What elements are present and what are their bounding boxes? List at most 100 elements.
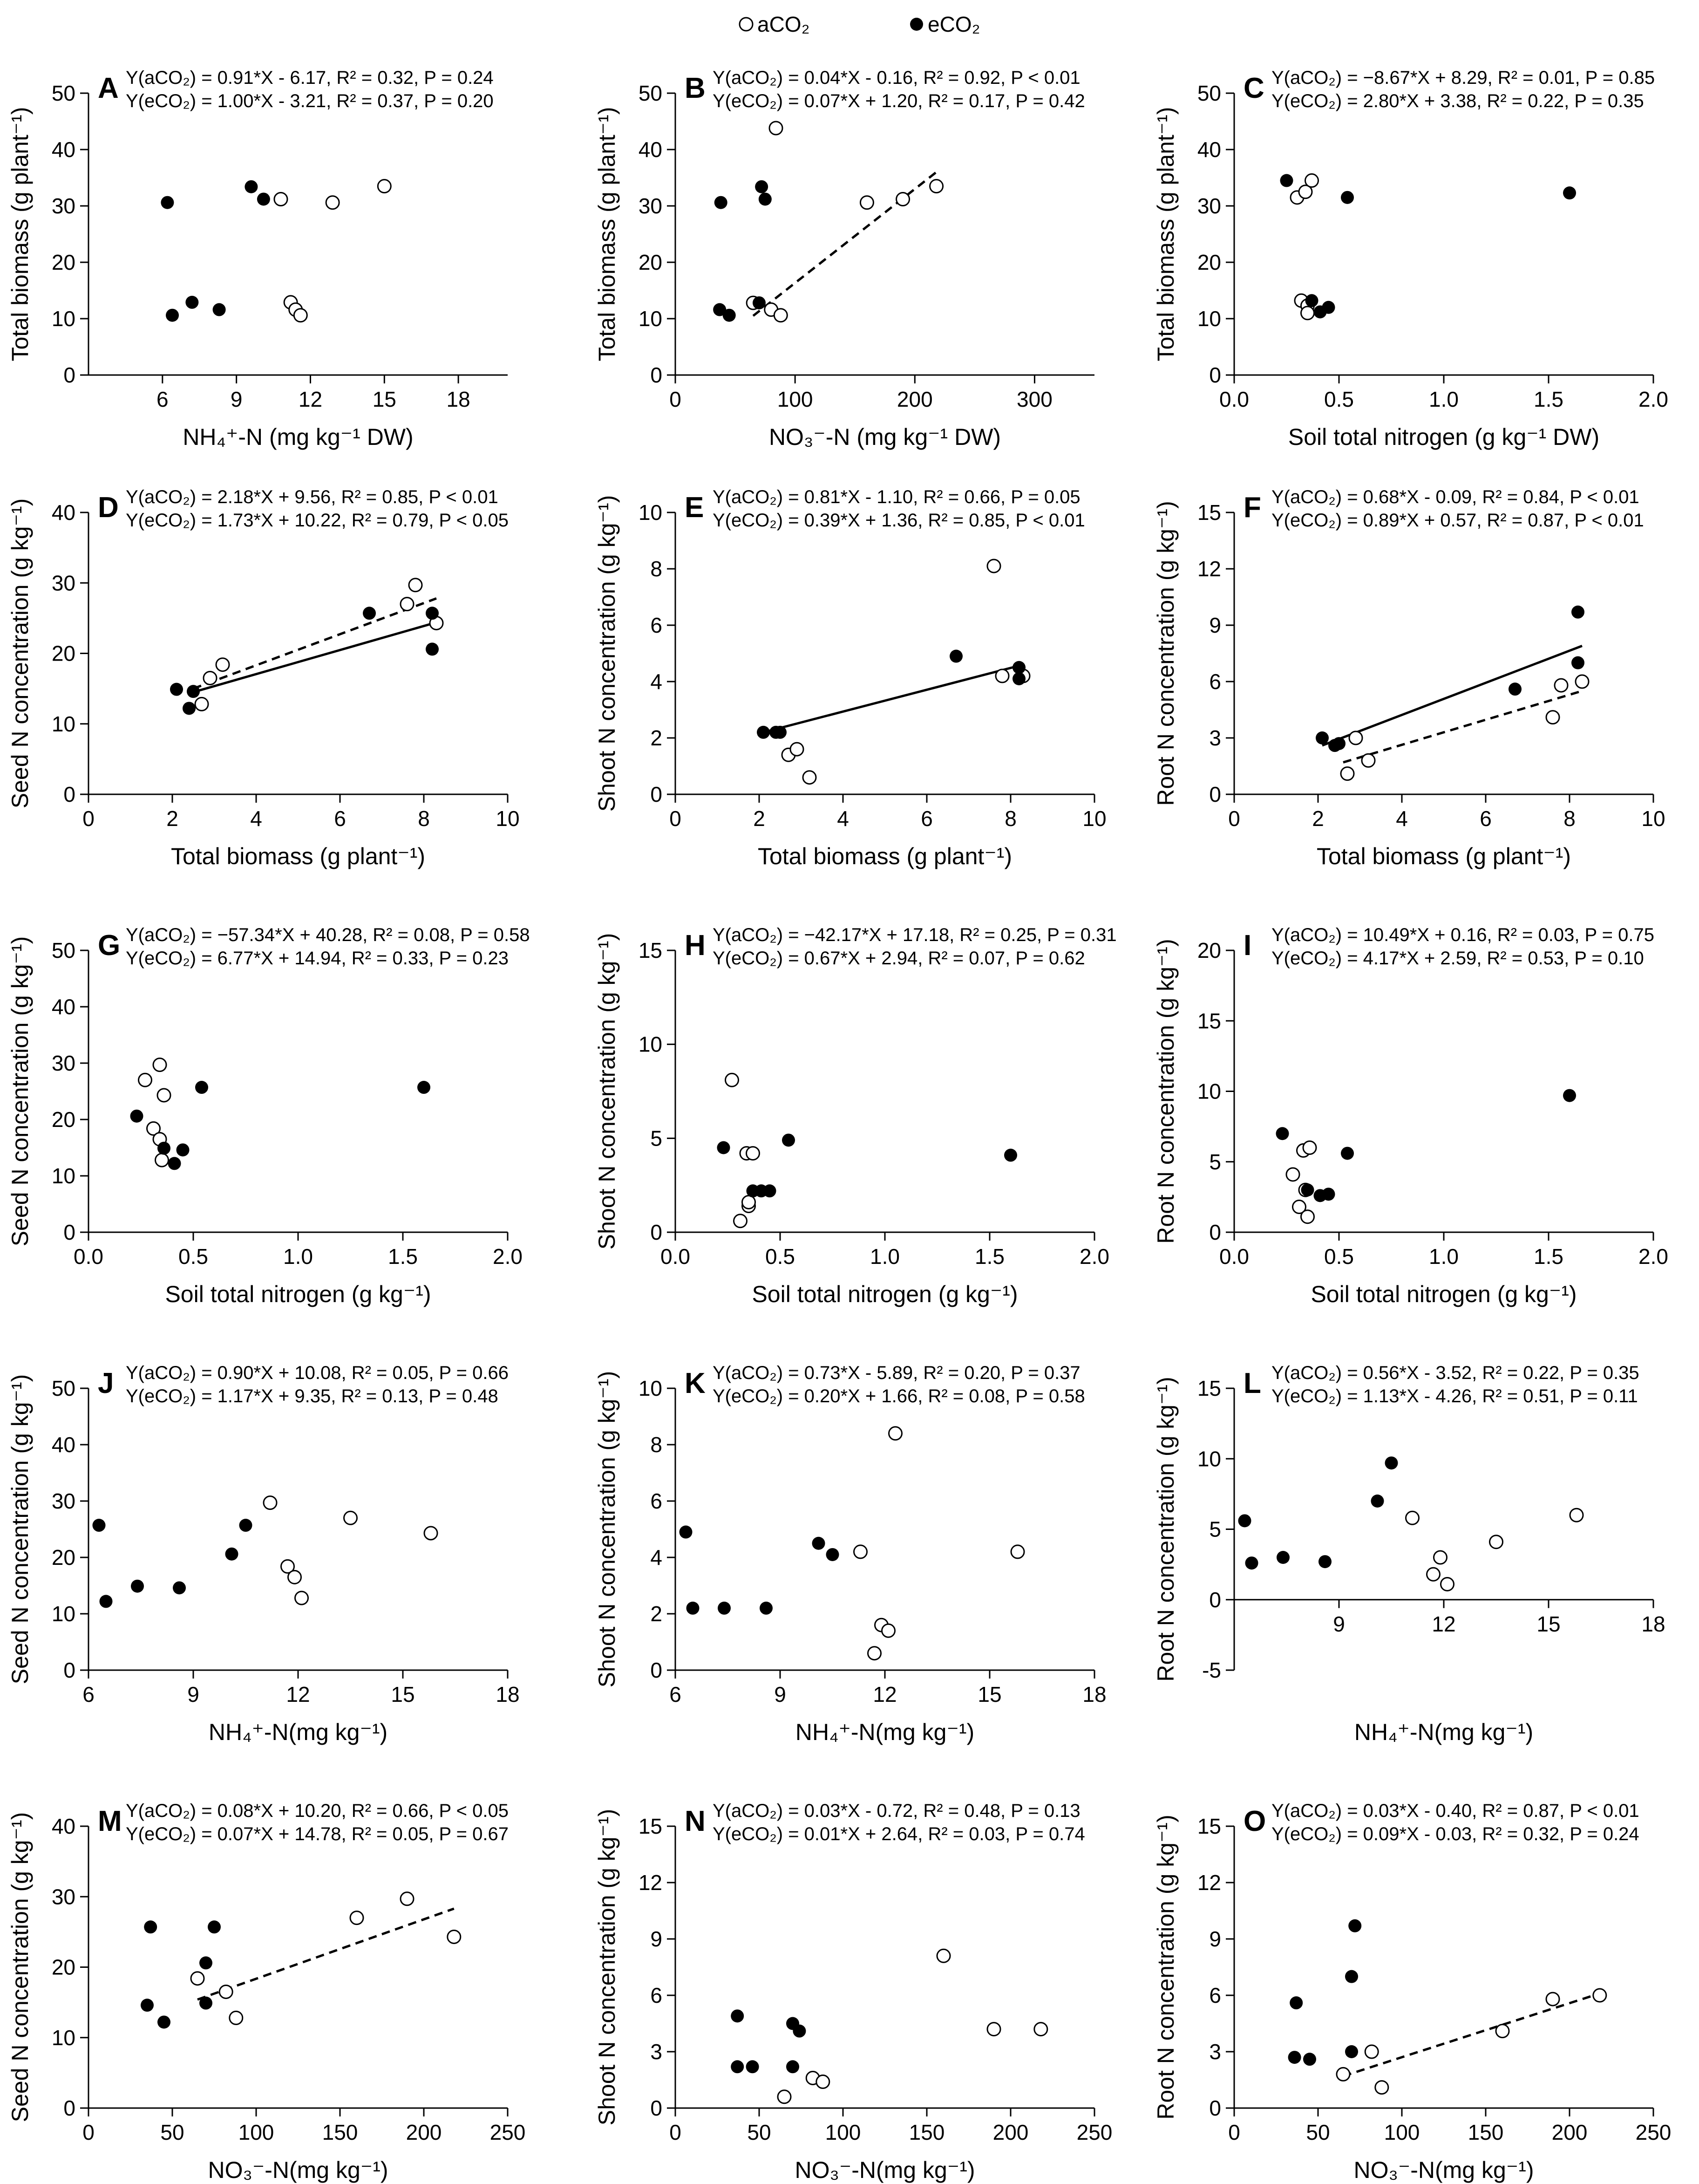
x-tick-label: 4: [250, 806, 262, 831]
point-aco2: [1554, 678, 1569, 693]
equation-eco2: Y(eCO₂) = 6.77*X + 14.94, R² = 0.33, P =…: [126, 948, 509, 969]
legend-filled-label: eCO₂: [928, 12, 980, 36]
point-eco2: [173, 1581, 186, 1595]
point-eco2: [170, 682, 183, 696]
y-tick-label: 9: [1209, 613, 1221, 637]
y-tick-label: -5: [1202, 1658, 1221, 1682]
point-aco2: [1592, 1988, 1607, 2003]
x-tick-label: 100: [777, 387, 813, 411]
y-tick-label: 9: [650, 1927, 662, 1951]
equation-aco2: Y(aCO₂) = −42.17*X + 17.18, R² = 0.25, P…: [713, 925, 1117, 945]
equation-eco2: Y(eCO₂) = 1.00*X - 3.21, R² = 0.37, P = …: [126, 91, 494, 111]
y-tick-label: 30: [1197, 194, 1221, 218]
point-eco2: [731, 2009, 744, 2023]
y-tick-label: 40: [52, 1433, 75, 1457]
point-eco2: [1322, 1188, 1335, 1201]
point-eco2: [1563, 1089, 1576, 1102]
point-eco2: [92, 1519, 106, 1532]
equation-aco2: Y(aCO₂) = 0.91*X - 6.17, R² = 0.32, P = …: [126, 68, 494, 88]
x-axis-title: Soil total nitrogen (g kg⁻¹): [752, 1281, 1018, 1307]
y-tick-label: 20: [639, 250, 662, 274]
legend: aCO₂ eCO₂: [739, 12, 980, 36]
point-aco2: [423, 1526, 438, 1541]
x-tick-label: 18: [496, 1682, 519, 1706]
point-eco2: [212, 303, 226, 316]
point-eco2: [1305, 294, 1318, 307]
x-axis-title: NO₃⁻-N(mg kg⁻¹): [795, 2157, 975, 2183]
x-tick-label: 12: [286, 1682, 310, 1706]
y-tick-label: 30: [52, 1051, 75, 1075]
x-tick-label: 15: [373, 387, 396, 411]
x-tick-label: 15: [391, 1682, 415, 1706]
x-tick-label: 1.0: [870, 1244, 900, 1269]
point-eco2: [1332, 737, 1346, 751]
point-eco2: [1322, 300, 1335, 314]
point-aco2: [746, 1146, 760, 1161]
y-tick-label: 30: [52, 571, 75, 595]
x-tick-label: 1.5: [388, 1244, 418, 1269]
x-tick-label: 2: [753, 806, 765, 831]
panel-letter: A: [98, 72, 119, 104]
y-tick-label: 10: [52, 307, 75, 331]
point-aco2: [325, 195, 340, 210]
point-aco2: [218, 1984, 233, 1999]
point-eco2: [714, 196, 727, 209]
y-tick-label: 2: [650, 1602, 662, 1626]
point-eco2: [1245, 1556, 1258, 1570]
point-eco2: [826, 1548, 839, 1561]
point-aco2: [1302, 1140, 1317, 1155]
x-tick-label: 1.5: [975, 1244, 1005, 1269]
point-eco2: [755, 180, 768, 193]
panel-letter: M: [98, 1805, 122, 1837]
point-eco2: [183, 702, 196, 715]
y-tick-label: 15: [1197, 1376, 1221, 1400]
x-tick-label: 10: [1082, 806, 1106, 831]
point-aco2: [152, 1058, 167, 1072]
equation-eco2: Y(eCO₂) = 1.17*X + 9.35, R² = 0.13, P = …: [126, 1386, 498, 1406]
point-aco2: [733, 1214, 748, 1228]
point-eco2: [176, 1143, 190, 1157]
x-axis-title: Total biomass (g plant⁻¹): [758, 843, 1012, 869]
point-aco2: [1426, 1567, 1441, 1582]
x-axis-title: Total biomass (g plant⁻¹): [171, 843, 425, 869]
x-tick-label: 9: [774, 1682, 786, 1706]
point-eco2: [718, 1601, 731, 1615]
point-eco2: [426, 607, 439, 620]
point-eco2: [731, 2060, 744, 2074]
x-tick-label: 0.5: [178, 1244, 208, 1269]
y-tick-label: 10: [52, 712, 75, 736]
x-tick-label: 0.0: [1219, 387, 1249, 411]
y-tick-label: 50: [52, 81, 75, 105]
point-eco2: [239, 1519, 252, 1532]
point-eco2: [1004, 1148, 1017, 1162]
point-eco2: [763, 1184, 776, 1198]
point-aco2: [1300, 306, 1315, 321]
y-tick-label: 8: [650, 557, 662, 581]
panel-e: 0 2 4 6 8 10 0 2 4 6 8 10 Total biomass (g plant⁻¹) S…: [594, 487, 1107, 869]
y-tick-label: 3: [650, 2040, 662, 2064]
x-axis-title: Soil total nitrogen (g kg⁻¹): [1311, 1281, 1577, 1307]
x-tick-label: 200: [1552, 2120, 1588, 2144]
point-eco2: [717, 1141, 730, 1154]
point-aco2: [777, 2089, 792, 2104]
x-axis-title: NH₄⁺-N(mg kg⁻¹): [1354, 1719, 1533, 1745]
point-eco2: [722, 308, 736, 322]
x-tick-label: 100: [825, 2120, 861, 2144]
x-axis-title: NO₃⁻-N (mg kg⁻¹ DW): [769, 424, 1001, 450]
y-tick-label: 5: [1209, 1150, 1221, 1174]
point-aco2: [1495, 2024, 1510, 2039]
x-tick-label: 100: [238, 2120, 274, 2144]
x-tick-label: 2.0: [1638, 387, 1668, 411]
point-aco2: [867, 1646, 882, 1661]
y-axis-title: Total biomass (g plant⁻¹): [7, 107, 33, 361]
equation-aco2: Y(aCO₂) = 2.18*X + 9.56, R² = 0.85, P < …: [126, 487, 498, 507]
point-aco2: [1361, 753, 1376, 768]
point-eco2: [782, 1133, 795, 1147]
point-eco2: [1277, 1551, 1290, 1564]
y-tick-label: 10: [1197, 1079, 1221, 1104]
point-eco2: [1301, 1183, 1314, 1197]
point-eco2: [1341, 191, 1354, 204]
panel-letter: D: [98, 491, 119, 524]
equation-eco2: Y(eCO₂) = 1.73*X + 10.22, R² = 0.79, P <…: [126, 510, 509, 531]
x-tick-label: 0.0: [74, 1244, 103, 1269]
